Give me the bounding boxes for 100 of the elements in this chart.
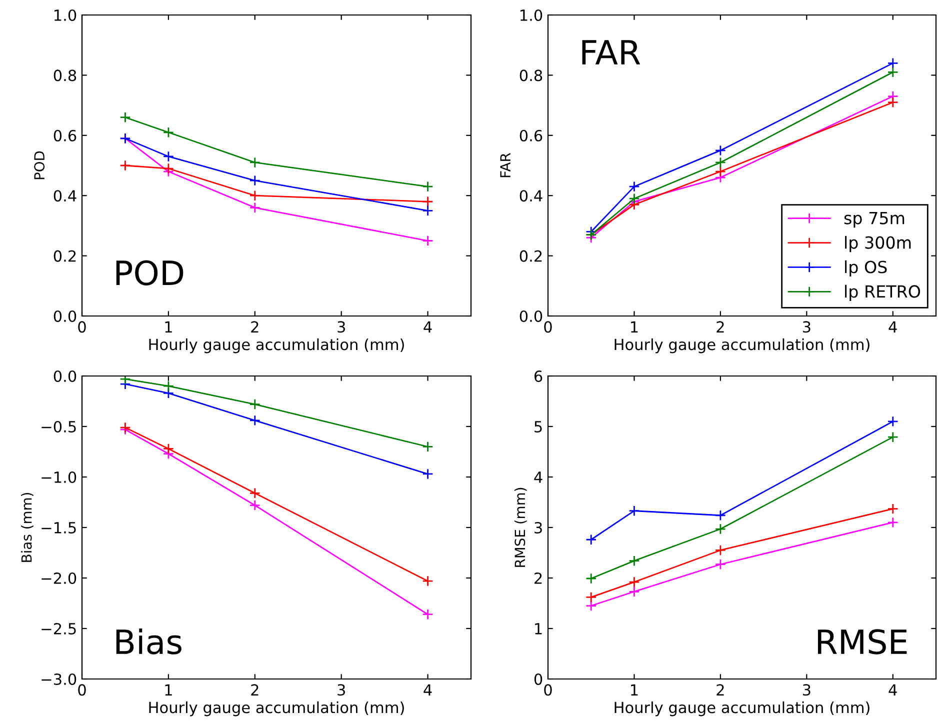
y-tick-label: 0.8: [54, 70, 76, 82]
y-tick-label: −3.0: [42, 673, 76, 686]
legend-label: lp 300m: [845, 236, 911, 252]
point: [249, 174, 260, 186]
x-tick-label: 4: [888, 684, 897, 696]
y-tick-label: 0.0: [520, 310, 542, 322]
y-axis-title: Bias (mm): [21, 492, 34, 562]
y-tick-label: 0.0: [54, 310, 76, 322]
point: [249, 398, 260, 410]
point: [162, 162, 174, 174]
point: [422, 608, 434, 620]
legend-label: sp 75m: [844, 212, 904, 228]
y-tick-label: 4: [534, 472, 542, 483]
annotation: POD: [116, 260, 184, 286]
y-tick-label: 0.4: [54, 190, 76, 202]
y-tick-label: 6: [534, 370, 542, 382]
point: [714, 156, 726, 168]
point: [714, 166, 726, 178]
x-tick-label: 3: [338, 684, 345, 696]
point: [422, 441, 434, 452]
x-tick-label: 1: [631, 684, 638, 696]
x-tick-label: 3: [802, 684, 810, 696]
point: [249, 414, 260, 426]
point: [628, 555, 640, 566]
y-tick-label: −1.0: [42, 471, 76, 484]
point: [162, 443, 174, 454]
x-tick-label: 4: [424, 321, 432, 332]
point: [162, 126, 174, 138]
point: [422, 468, 434, 480]
annotation: FAR: [582, 40, 640, 64]
y-tick-label: −0.5: [42, 420, 76, 433]
point: [586, 600, 597, 612]
point: [586, 592, 597, 603]
y-axis-title: POD: [34, 151, 45, 180]
x-axis-title: Hourly gauge accumulation (mm): [614, 701, 870, 716]
point: [887, 516, 898, 528]
annotation: RMSE: [818, 629, 907, 654]
point: [887, 416, 898, 428]
y-tick-label: 0.8: [520, 70, 542, 82]
y-tick-label: 1: [535, 623, 542, 634]
point: [714, 144, 726, 156]
x-tick-label: 0: [78, 321, 86, 333]
y-tick-label: 5: [534, 421, 542, 433]
point: [162, 380, 174, 392]
x-tick-label: 4: [888, 321, 897, 332]
y-tick-label: 0.4: [520, 190, 542, 202]
point: [586, 572, 597, 584]
x-tick-label: 4: [424, 684, 432, 696]
y-tick-label: 0.2: [54, 250, 76, 262]
point: [714, 544, 726, 556]
y-tick-label: 0.6: [54, 130, 76, 142]
point: [628, 181, 640, 192]
y-axis-title: FAR: [500, 152, 510, 178]
point: [249, 202, 260, 214]
point: [714, 510, 726, 521]
point: [887, 66, 898, 78]
point: [714, 523, 726, 535]
x-axis-title: Hourly gauge accumulation (mm): [149, 701, 404, 716]
point: [249, 500, 260, 511]
x-tick-label: 0: [544, 684, 552, 696]
x-tick-label: 2: [716, 684, 724, 696]
point: [422, 575, 434, 587]
x-axis-title: Hourly gauge accumulation (mm): [149, 338, 404, 354]
x-tick-label: 2: [716, 321, 724, 332]
point: [714, 558, 726, 570]
y-axis-title: RMSE (mm): [514, 488, 527, 567]
point: [249, 190, 260, 202]
x-tick-label: 3: [802, 321, 810, 333]
point: [422, 235, 434, 246]
point: [422, 205, 434, 216]
point: [887, 58, 898, 69]
y-tick-label: 0: [534, 673, 542, 686]
point: [249, 156, 260, 168]
legend-label: lp RETRO: [845, 284, 920, 301]
point: [628, 586, 640, 598]
point: [586, 534, 597, 546]
point: [249, 488, 260, 499]
x-tick-label: 1: [165, 684, 172, 696]
annotation: Bias: [116, 628, 182, 654]
y-tick-label: 1.0: [54, 9, 76, 22]
point: [162, 150, 174, 162]
legend-label: lp OS: [845, 260, 887, 277]
x-tick-label: 1: [165, 321, 172, 332]
point: [628, 193, 640, 204]
point: [422, 196, 434, 208]
y-tick-label: −2.0: [42, 572, 76, 584]
x-tick-label: 2: [251, 684, 258, 696]
point: [628, 505, 640, 516]
x-tick-label: 3: [338, 321, 345, 333]
y-tick-label: 1.0: [520, 9, 542, 22]
point: [887, 96, 898, 108]
point: [120, 160, 131, 172]
point: [422, 181, 434, 192]
y-tick-label: 0.0: [54, 370, 76, 382]
x-tick-label: 1: [631, 321, 638, 332]
point: [120, 112, 131, 123]
x-axis-title: Hourly gauge accumulation (mm): [614, 338, 870, 354]
x-tick-label: 2: [251, 321, 258, 332]
x-tick-label: 0: [544, 321, 552, 333]
y-tick-label: 0.2: [520, 250, 542, 262]
